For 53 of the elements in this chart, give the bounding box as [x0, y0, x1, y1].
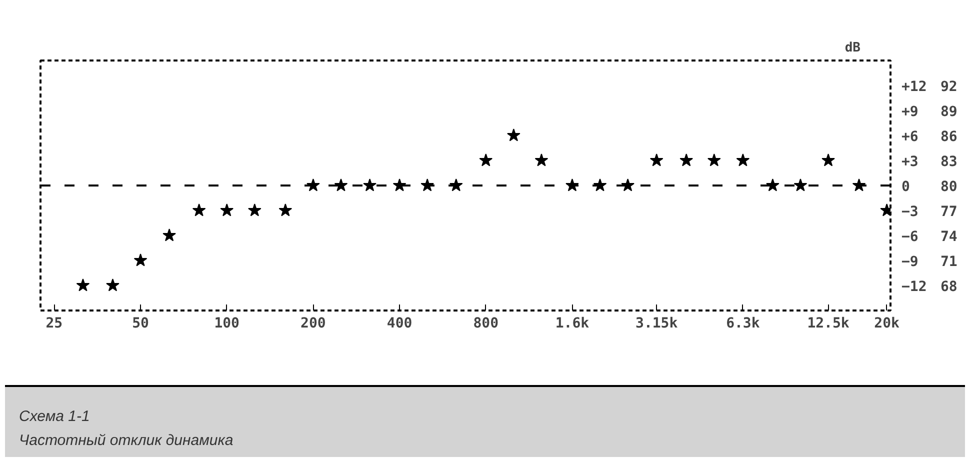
y-tick-label: +6: [902, 129, 918, 145]
y2-tick-label: 80: [940, 179, 958, 195]
point: [278, 204, 292, 216]
point: [794, 178, 808, 192]
x-tick-label: 100: [214, 316, 240, 332]
y2-tick-label: 83: [940, 154, 958, 170]
point: [106, 278, 120, 292]
point: [707, 154, 721, 166]
point: [363, 178, 376, 192]
point: [162, 228, 176, 242]
y2-tick-label: 77: [940, 204, 958, 220]
point: [192, 204, 206, 216]
y-tick-label: −9: [902, 254, 918, 270]
x-tick-label: 50: [132, 316, 149, 332]
y2-tick-label: 92: [940, 79, 958, 95]
x-tick-label: 800: [473, 316, 499, 332]
x-tick-label: 20k: [874, 316, 900, 332]
text: Частотный отклик динамика: [19, 432, 234, 449]
point: [506, 128, 520, 142]
y-tick-label: +9: [902, 104, 918, 120]
y2-tick-label: 71: [940, 254, 958, 270]
point: [534, 154, 548, 166]
y-axis-title: dB: [844, 40, 861, 56]
y-tick-label: −3: [902, 204, 918, 220]
x-tick-label: 3.15k: [636, 316, 678, 332]
point: [248, 204, 262, 216]
point: [220, 204, 234, 216]
x-tick-label: 6.3k: [726, 316, 760, 332]
y2-tick-label: 68: [940, 279, 958, 295]
point: [479, 154, 493, 166]
point: [134, 254, 148, 266]
point: [76, 278, 90, 292]
point: [621, 178, 634, 192]
point: [736, 154, 750, 166]
x-tick-label: 1.6k: [555, 316, 590, 332]
point: [680, 154, 694, 166]
text: Схема 1-1: [19, 408, 90, 425]
y-tick-label: +12: [902, 79, 927, 95]
point: [822, 154, 835, 166]
point: [650, 154, 664, 166]
y-tick-label: −6: [902, 229, 918, 245]
y2-tick-label: 86: [940, 129, 958, 145]
x-tick-label: 25: [46, 316, 63, 332]
y-tick-label: −12: [902, 279, 927, 295]
x-tick-label: 12.5k: [807, 316, 850, 332]
x-tick-label: 200: [300, 316, 326, 332]
y-tick-label: +3: [902, 154, 918, 170]
point: [334, 178, 348, 192]
point: [766, 178, 780, 192]
y2-tick-label: 74: [940, 229, 958, 245]
x-tick-label: 400: [386, 316, 412, 332]
y2-tick-label: 89: [940, 104, 958, 120]
y-tick-label: 0: [902, 179, 910, 195]
